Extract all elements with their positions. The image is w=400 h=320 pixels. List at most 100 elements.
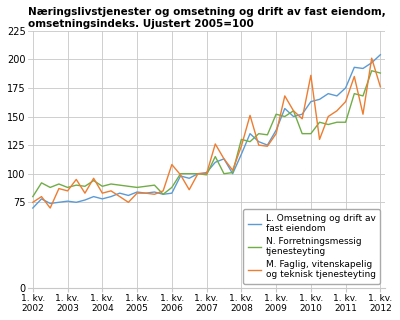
- N. Forretningsmessig
tjenesteyting: [300, 132, 304, 136]
- N. Forretningsmessig
tjenesteyting: [109, 182, 114, 186]
- L. Omsetning og drift av
fast eiendom: [196, 172, 200, 176]
- N. Forretningsmessig
tjenesteyting: [343, 120, 348, 124]
- M. Faglig, vitenskapelig
og teknisk tjenesteyting: [360, 112, 365, 116]
- M. Faglig, vitenskapelig
og teknisk tjenesteyting: [56, 187, 61, 190]
- L. Omsetning og drift av
fast eiendom: [352, 65, 357, 69]
- M. Faglig, vitenskapelig
og teknisk tjenesteyting: [248, 114, 252, 117]
- L. Omsetning og drift av
fast eiendom: [378, 53, 383, 57]
- M. Faglig, vitenskapelig
og teknisk tjenesteyting: [326, 115, 331, 118]
- N. Forretningsmessig
tjenesteyting: [135, 186, 140, 189]
- L. Omsetning og drift av
fast eiendom: [187, 176, 192, 180]
- L. Omsetning og drift av
fast eiendom: [152, 190, 157, 194]
- M. Faglig, vitenskapelig
og teknisk tjenesteyting: [308, 73, 313, 77]
- L. Omsetning og drift av
fast eiendom: [100, 197, 105, 201]
- L. Omsetning og drift av
fast eiendom: [161, 192, 166, 196]
- N. Forretningsmessig
tjenesteyting: [74, 183, 79, 187]
- M. Faglig, vitenskapelig
og teknisk tjenesteyting: [291, 109, 296, 113]
- M. Faglig, vitenskapelig
og teknisk tjenesteyting: [274, 132, 278, 136]
- M. Faglig, vitenskapelig
og teknisk tjenesteyting: [213, 142, 218, 146]
- N. Forretningsmessig
tjenesteyting: [178, 172, 183, 176]
- M. Faglig, vitenskapelig
og teknisk tjenesteyting: [161, 189, 166, 193]
- N. Forretningsmessig
tjenesteyting: [265, 133, 270, 137]
- L. Omsetning og drift av
fast eiendom: [239, 152, 244, 156]
- N. Forretningsmessig
tjenesteyting: [56, 182, 61, 186]
- N. Forretningsmessig
tjenesteyting: [378, 71, 383, 75]
- L. Omsetning og drift av
fast eiendom: [248, 132, 252, 136]
- M. Faglig, vitenskapelig
og teknisk tjenesteyting: [48, 206, 52, 210]
- M. Faglig, vitenskapelig
og teknisk tjenesteyting: [143, 191, 148, 195]
- M. Faglig, vitenskapelig
og teknisk tjenesteyting: [378, 85, 383, 89]
- Line: M. Faglig, vitenskapelig
og teknisk tjenesteyting: M. Faglig, vitenskapelig og teknisk tjen…: [33, 58, 380, 208]
- N. Forretningsmessig
tjenesteyting: [256, 132, 261, 136]
- M. Faglig, vitenskapelig
og teknisk tjenesteyting: [65, 189, 70, 193]
- N. Forretningsmessig
tjenesteyting: [126, 184, 131, 188]
- N. Forretningsmessig
tjenesteyting: [48, 186, 52, 189]
- L. Omsetning og drift av
fast eiendom: [300, 112, 304, 116]
- N. Forretningsmessig
tjenesteyting: [39, 181, 44, 185]
- Text: Næringslivstjenester og omsetning og drift av fast eiendom,
omsetningsindeks. Uj: Næringslivstjenester og omsetning og dri…: [28, 7, 386, 28]
- N. Forretningsmessig
tjenesteyting: [100, 184, 105, 188]
- M. Faglig, vitenskapelig
og teknisk tjenesteyting: [178, 173, 183, 177]
- N. Forretningsmessig
tjenesteyting: [326, 123, 331, 126]
- M. Faglig, vitenskapelig
og teknisk tjenesteyting: [126, 200, 131, 204]
- N. Forretningsmessig
tjenesteyting: [230, 171, 235, 174]
- L. Omsetning og drift av
fast eiendom: [308, 100, 313, 104]
- M. Faglig, vitenskapelig
og teknisk tjenesteyting: [187, 188, 192, 192]
- M. Faglig, vitenskapelig
og teknisk tjenesteyting: [204, 172, 209, 176]
- M. Faglig, vitenskapelig
og teknisk tjenesteyting: [282, 94, 287, 98]
- M. Faglig, vitenskapelig
og teknisk tjenesteyting: [352, 75, 357, 78]
- M. Faglig, vitenskapelig
og teknisk tjenesteyting: [196, 172, 200, 176]
- L. Omsetning og drift av
fast eiendom: [48, 202, 52, 205]
- L. Omsetning og drift av
fast eiendom: [91, 195, 96, 198]
- L. Omsetning og drift av
fast eiendom: [204, 171, 209, 174]
- N. Forretningsmessig
tjenesteyting: [360, 94, 365, 98]
- M. Faglig, vitenskapelig
og teknisk tjenesteyting: [82, 191, 87, 195]
- M. Faglig, vitenskapelig
og teknisk tjenesteyting: [334, 109, 339, 113]
- L. Omsetning og drift av
fast eiendom: [143, 191, 148, 195]
- M. Faglig, vitenskapelig
og teknisk tjenesteyting: [152, 192, 157, 196]
- N. Forretningsmessig
tjenesteyting: [152, 183, 157, 187]
- Line: L. Omsetning og drift av
fast eiendom: L. Omsetning og drift av fast eiendom: [33, 55, 380, 208]
- L. Omsetning og drift av
fast eiendom: [56, 200, 61, 204]
- M. Faglig, vitenskapelig
og teknisk tjenesteyting: [369, 56, 374, 60]
- Line: N. Forretningsmessig
tjenesteyting: N. Forretningsmessig tjenesteyting: [33, 71, 380, 196]
- N. Forretningsmessig
tjenesteyting: [204, 173, 209, 177]
- N. Forretningsmessig
tjenesteyting: [274, 112, 278, 116]
- M. Faglig, vitenskapelig
og teknisk tjenesteyting: [135, 191, 140, 195]
- N. Forretningsmessig
tjenesteyting: [213, 155, 218, 158]
- L. Omsetning og drift av
fast eiendom: [360, 67, 365, 70]
- M. Faglig, vitenskapelig
og teknisk tjenesteyting: [117, 195, 122, 198]
- L. Omsetning og drift av
fast eiendom: [274, 128, 278, 132]
- N. Forretningsmessig
tjenesteyting: [282, 115, 287, 118]
- M. Faglig, vitenskapelig
og teknisk tjenesteyting: [30, 200, 35, 204]
- L. Omsetning og drift av
fast eiendom: [82, 198, 87, 202]
- N. Forretningsmessig
tjenesteyting: [352, 92, 357, 96]
- N. Forretningsmessig
tjenesteyting: [82, 184, 87, 188]
- M. Faglig, vitenskapelig
og teknisk tjenesteyting: [239, 144, 244, 148]
- M. Faglig, vitenskapelig
og teknisk tjenesteyting: [343, 100, 348, 104]
- N. Forretningsmessig
tjenesteyting: [334, 120, 339, 124]
- L. Omsetning og drift av
fast eiendom: [256, 140, 261, 144]
- L. Omsetning og drift av
fast eiendom: [74, 200, 79, 204]
- N. Forretningsmessig
tjenesteyting: [196, 172, 200, 176]
- L. Omsetning og drift av
fast eiendom: [291, 115, 296, 118]
- N. Forretningsmessig
tjenesteyting: [222, 172, 226, 176]
- N. Forretningsmessig
tjenesteyting: [65, 186, 70, 189]
- M. Faglig, vitenskapelig
og teknisk tjenesteyting: [256, 143, 261, 147]
- N. Forretningsmessig
tjenesteyting: [143, 184, 148, 188]
- M. Faglig, vitenskapelig
og teknisk tjenesteyting: [222, 157, 226, 161]
- N. Forretningsmessig
tjenesteyting: [308, 132, 313, 136]
- L. Omsetning og drift av
fast eiendom: [326, 92, 331, 96]
- L. Omsetning og drift av
fast eiendom: [178, 174, 183, 178]
- N. Forretningsmessig
tjenesteyting: [30, 195, 35, 198]
- L. Omsetning og drift av
fast eiendom: [109, 195, 114, 198]
- L. Omsetning og drift av
fast eiendom: [117, 191, 122, 195]
- L. Omsetning og drift av
fast eiendom: [369, 61, 374, 65]
- L. Omsetning og drift av
fast eiendom: [282, 107, 287, 110]
- M. Faglig, vitenskapelig
og teknisk tjenesteyting: [39, 195, 44, 198]
- L. Omsetning og drift av
fast eiendom: [265, 143, 270, 147]
- L. Omsetning og drift av
fast eiendom: [343, 86, 348, 90]
- N. Forretningsmessig
tjenesteyting: [187, 172, 192, 176]
- N. Forretningsmessig
tjenesteyting: [248, 140, 252, 144]
- M. Faglig, vitenskapelig
og teknisk tjenesteyting: [74, 178, 79, 181]
